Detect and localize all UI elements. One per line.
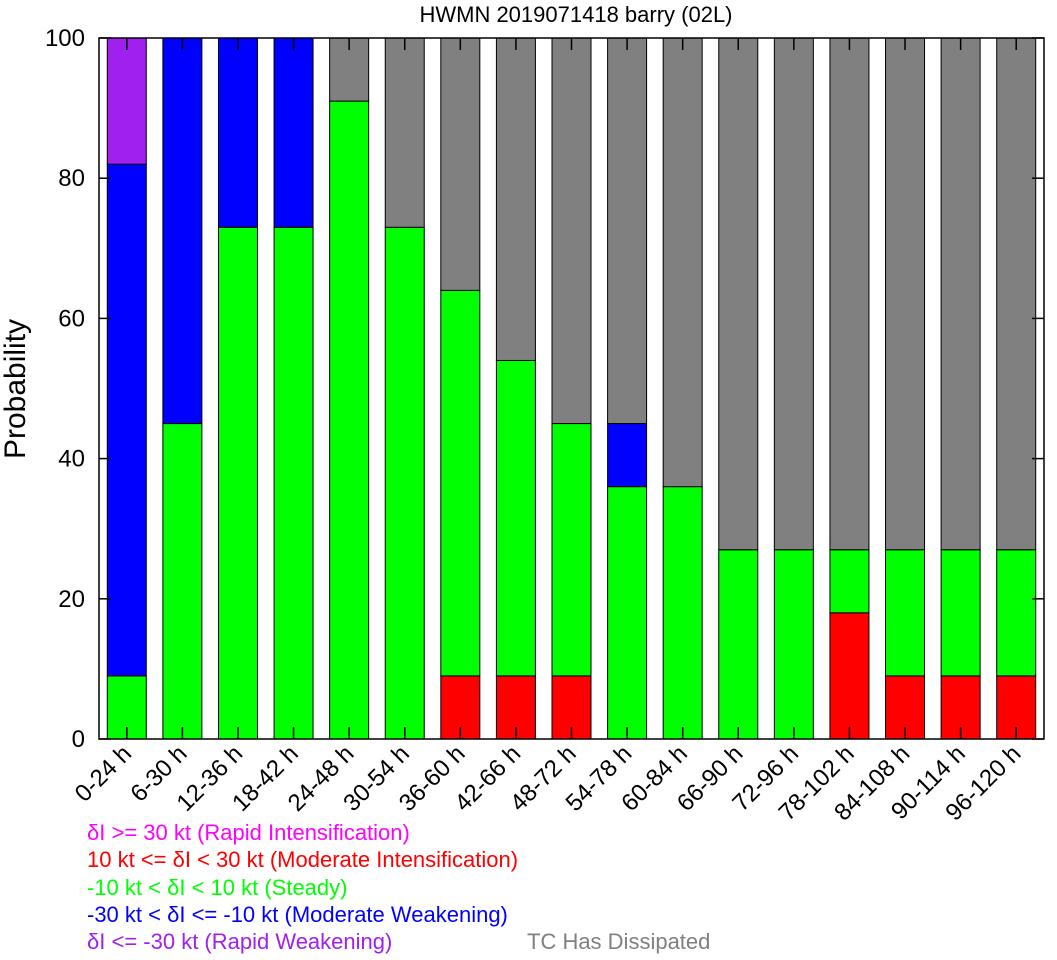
- bar-segment-14-series-5: [829, 37, 870, 551]
- bar-segment-17-series-2: [996, 549, 1037, 677]
- bar-segment-13-series-2: [773, 549, 814, 740]
- bar-segment-9-series-2: [551, 423, 592, 677]
- bar-segment-7-series-5: [440, 37, 481, 291]
- bar-segment-16-series-5: [940, 37, 981, 551]
- bar-segment-4-series-3: [273, 37, 314, 228]
- y-axis-label: Probability: [0, 319, 32, 459]
- legend-entry: -10 kt < δI < 10 kt (Steady): [87, 875, 348, 900]
- bars-group: [106, 37, 1037, 740]
- chart-title: HWMN 2019071418 barry (02L): [419, 2, 732, 27]
- legend-entry: TC Has Dissipated: [527, 929, 711, 954]
- bar-segment-14-series-1: [829, 612, 870, 740]
- legend-entry: δI >= 30 kt (Rapid Intensification): [87, 820, 410, 845]
- y-tick-label: 80: [58, 165, 85, 192]
- bar-segment-1-series-4: [106, 37, 147, 165]
- bar-segment-15-series-5: [885, 37, 926, 551]
- bar-segment-10-series-2: [607, 486, 648, 740]
- legend-entry: 10 kt <= δI < 30 kt (Moderate Intensific…: [87, 847, 519, 872]
- y-tick-label: 20: [58, 586, 85, 613]
- bar-segment-10-series-5: [607, 37, 648, 425]
- bar-segment-13-series-5: [773, 37, 814, 551]
- bar-segment-3-series-2: [217, 226, 258, 740]
- bar-segment-17-series-5: [996, 37, 1037, 551]
- bar-segment-12-series-2: [718, 549, 759, 740]
- bar-segment-11-series-5: [662, 37, 703, 488]
- y-tick-label: 60: [58, 305, 85, 332]
- bar-segment-16-series-2: [940, 549, 981, 677]
- bar-segment-7-series-2: [440, 289, 481, 677]
- bar-segment-8-series-2: [495, 359, 536, 677]
- bar-segment-2-series-3: [162, 37, 203, 425]
- bar-segment-6-series-5: [384, 37, 425, 228]
- bar-segment-15-series-2: [885, 549, 926, 677]
- bar-segment-10-series-3: [607, 423, 648, 488]
- bar-segment-4-series-2: [273, 226, 314, 740]
- bar-segment-8-series-5: [495, 37, 536, 361]
- bar-segment-14-series-2: [829, 549, 870, 614]
- legend-entry: -30 kt < δI <= -10 kt (Moderate Weakenin…: [87, 902, 508, 927]
- bar-segment-1-series-3: [106, 163, 147, 677]
- bar-segment-3-series-3: [217, 37, 258, 228]
- bar-segment-12-series-5: [718, 37, 759, 551]
- legend-entry: δI <= -30 kt (Rapid Weakening): [87, 929, 393, 954]
- bar-segment-9-series-5: [551, 37, 592, 425]
- bar-segment-11-series-2: [662, 486, 703, 740]
- y-tick-label: 100: [45, 25, 85, 52]
- bar-segment-5-series-2: [329, 100, 370, 740]
- bar-segment-2-series-2: [162, 423, 203, 740]
- y-tick-label: 40: [58, 446, 85, 473]
- bar-segment-6-series-2: [384, 226, 425, 740]
- y-tick-label: 0: [72, 726, 85, 753]
